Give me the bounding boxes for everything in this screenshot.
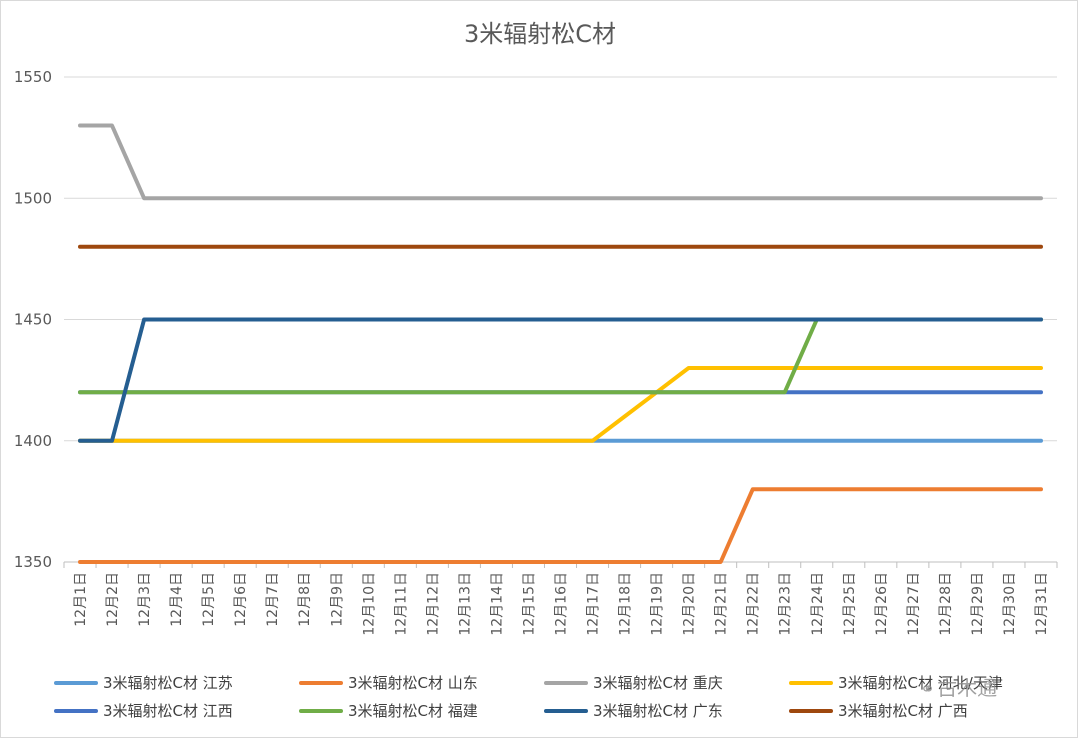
y-tick-label: 1550 xyxy=(14,68,52,86)
legend-label: 3米辐射松C材 山东 xyxy=(348,674,478,692)
legend: 3米辐射松C材 江苏 3米辐射松C材 山东 3米辐射松C材 重庆 3米辐射松C材 河北… xyxy=(54,674,1003,720)
series-line xyxy=(78,366,1043,443)
x-tick-label: 12月13日 xyxy=(457,572,473,636)
x-tick-label: 12月29日 xyxy=(970,572,986,636)
x-tick-label: 12月23日 xyxy=(778,572,794,636)
x-tick-label: 12月8日 xyxy=(297,572,313,627)
legend-label: 3米辐射松C材 河北/天津 xyxy=(838,674,1003,692)
x-tick-label: 12月4日 xyxy=(169,572,185,627)
x-tick-label: 12月24日 xyxy=(810,572,826,636)
x-tick-label: 12月10日 xyxy=(361,572,377,636)
watermark: ⚭ 古木通 xyxy=(920,672,1050,702)
series-line xyxy=(78,487,1043,564)
y-tick-label: 1500 xyxy=(14,189,52,207)
x-tick-label: 12月2日 xyxy=(105,572,121,627)
legend-label: 3米辐射松C材 重庆 xyxy=(593,674,723,692)
legend-label: 3米辐射松C材 广西 xyxy=(838,702,968,720)
x-tick-label: 12月31日 xyxy=(1034,572,1050,636)
x-tick-label: 12月30日 xyxy=(1002,572,1018,636)
series-line xyxy=(78,317,1043,443)
x-tick-label: 12月14日 xyxy=(489,572,505,636)
wechat-icon: ⚭ xyxy=(920,679,936,700)
series-line xyxy=(78,123,1043,201)
x-tick-label: 12月20日 xyxy=(682,572,698,636)
x-tick-label: 12月6日 xyxy=(233,572,249,627)
watermark-text: 古木通 xyxy=(937,676,998,700)
x-tick-label: 12月1日 xyxy=(73,572,89,627)
x-tick-label: 12月9日 xyxy=(329,572,345,627)
x-tick-label: 12月28日 xyxy=(938,572,954,636)
legend-label: 3米辐射松C材 江西 xyxy=(103,702,233,720)
y-axis: 1350 1400 1450 1500 1550 xyxy=(14,68,52,571)
legend-label: 3米辐射松C材 福建 xyxy=(348,702,478,720)
x-tick-label: 12月21日 xyxy=(714,572,730,636)
x-tick-label: 12月12日 xyxy=(425,572,441,636)
x-tick-label: 12月7日 xyxy=(265,572,281,627)
x-tick-label: 12月16日 xyxy=(554,572,570,636)
x-tick-label: 12月3日 xyxy=(137,572,153,627)
x-tick-label: 12月19日 xyxy=(650,572,666,636)
x-tick-label: 12月11日 xyxy=(393,572,409,636)
x-tick-label: 12月17日 xyxy=(586,572,602,636)
legend-label: 3米辐射松C材 广东 xyxy=(593,702,723,720)
series-lines xyxy=(78,123,1043,564)
chart-title: 3米辐射松C材 xyxy=(464,20,616,48)
x-tick-label: 12月15日 xyxy=(521,572,537,636)
x-tick-label: 12月5日 xyxy=(201,572,217,627)
x-axis: 12月1日 12月2日 12月3日 12月4日 12月5日 12月6日 12月7日 12月8日… xyxy=(63,562,1058,636)
series-line xyxy=(78,317,1043,395)
x-tick-label: 12月27日 xyxy=(906,572,922,636)
x-tick-label: 12月22日 xyxy=(746,572,762,636)
y-tick-label: 1450 xyxy=(14,311,52,329)
x-tick-label: 12月25日 xyxy=(842,572,858,636)
x-tick-label: 12月18日 xyxy=(618,572,634,636)
y-tick-label: 1400 xyxy=(14,432,52,450)
x-tick-label: 12月26日 xyxy=(874,572,890,636)
y-tick-label: 1350 xyxy=(14,553,52,571)
legend-label: 3米辐射松C材 江苏 xyxy=(103,674,233,692)
